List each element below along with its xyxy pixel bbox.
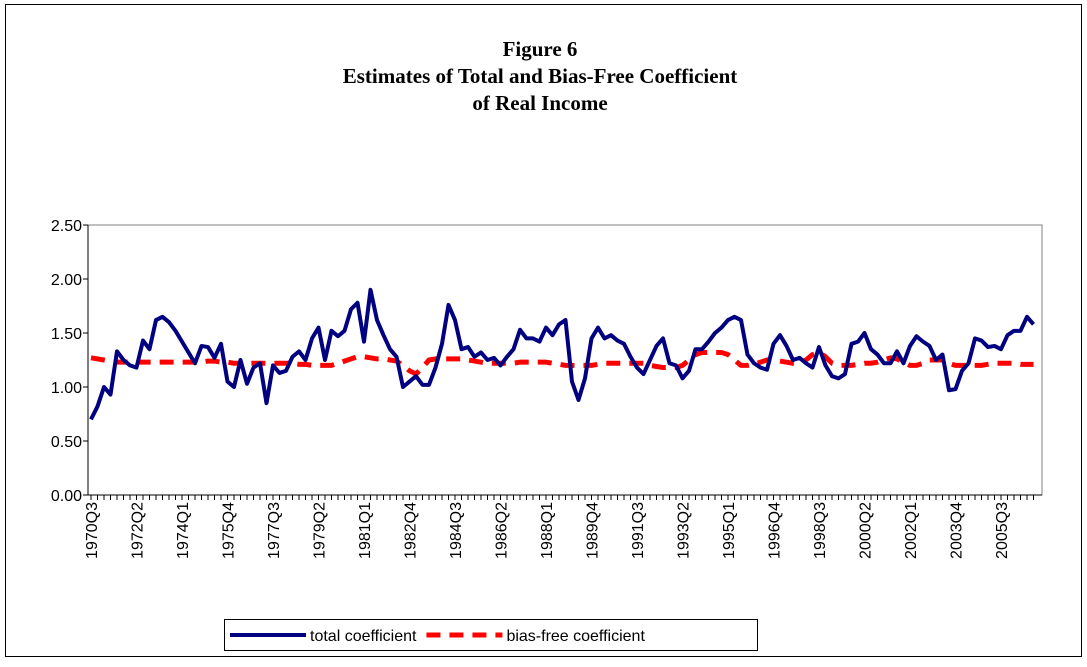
x-tick-label: 1979Q2 xyxy=(312,502,329,559)
x-tick-label: 1993Q2 xyxy=(676,502,693,559)
x-tick-label: 1970Q3 xyxy=(84,502,101,559)
x-tick-label: 1984Q3 xyxy=(448,502,465,559)
chart-title: Figure 6 xyxy=(503,37,578,61)
x-tick-label: 1988Q1 xyxy=(539,502,556,559)
x-tick-label: 1998Q3 xyxy=(812,502,829,559)
x-tick-label: 2005Q3 xyxy=(994,502,1011,559)
series-line xyxy=(90,349,1034,377)
x-tick-label: 2002Q1 xyxy=(903,502,920,559)
chart-title: of Real Income xyxy=(472,91,607,115)
y-tick-label: 1.00 xyxy=(51,380,82,397)
x-tick-label: 2003Q4 xyxy=(949,502,966,559)
legend-label: bias-free coefficient xyxy=(506,628,645,645)
y-tick-label: 0.50 xyxy=(51,434,82,451)
legend-label: total coefficient xyxy=(310,628,417,645)
x-tick-label: 1995Q1 xyxy=(721,502,738,559)
y-tick-label: 2.00 xyxy=(51,272,82,289)
y-tick-label: 2.50 xyxy=(51,218,82,235)
series-line xyxy=(89,287,1036,421)
x-tick-label: 1975Q4 xyxy=(221,502,238,559)
x-tick-label: 1982Q4 xyxy=(403,502,420,559)
y-tick-label: 0.00 xyxy=(51,488,82,505)
x-tick-label: 1991Q3 xyxy=(630,502,647,559)
x-tick-label: 1996Q4 xyxy=(767,502,784,559)
legend-box xyxy=(224,619,758,651)
x-tick-label: 1986Q2 xyxy=(494,502,511,559)
x-tick-label: 2000Q2 xyxy=(858,502,875,559)
x-tick-label: 1989Q4 xyxy=(585,502,602,559)
y-tick-label: 1.50 xyxy=(51,326,82,343)
x-tick-label: 1974Q1 xyxy=(175,502,192,559)
x-tick-label: 1977Q3 xyxy=(266,502,283,559)
x-tick-label: 1981Q1 xyxy=(357,502,374,559)
x-tick-label: 1972Q2 xyxy=(130,502,147,559)
chart-title: Estimates of Total and Bias-Free Coeffic… xyxy=(343,64,738,88)
